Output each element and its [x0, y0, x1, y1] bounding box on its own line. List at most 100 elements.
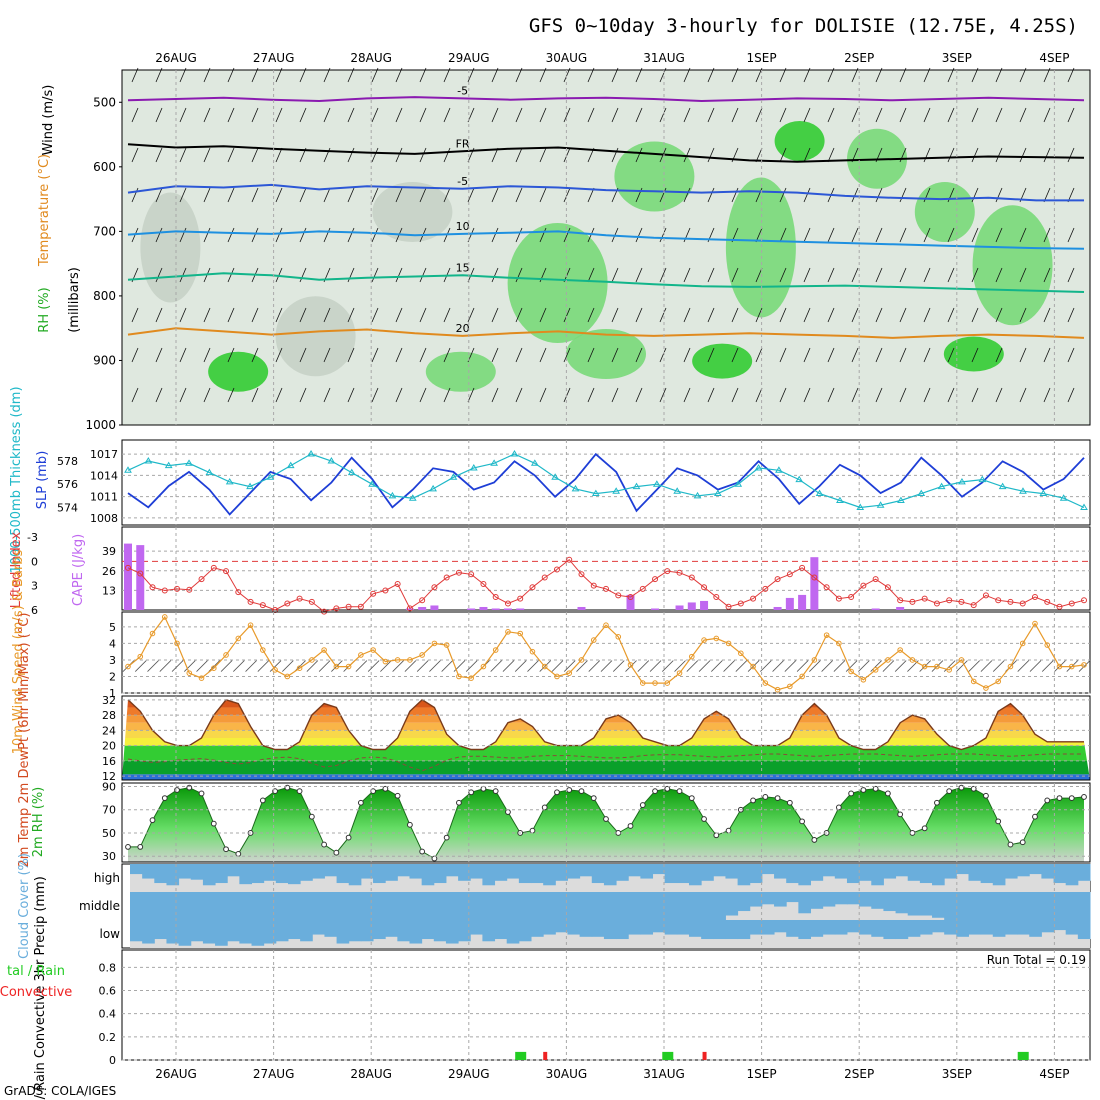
- wind-barb: [635, 147, 643, 163]
- cloud-bar: [591, 920, 605, 937]
- wind-barb: [203, 187, 211, 203]
- cape-bar: [467, 608, 476, 610]
- cape-bar: [479, 606, 488, 610]
- li-point: [382, 587, 389, 594]
- wind-barb: [899, 307, 907, 323]
- wind-barb: [755, 187, 763, 203]
- wind-barb: [611, 267, 619, 283]
- cloud-bar: [421, 864, 435, 886]
- cloud-bar: [616, 864, 629, 881]
- wind-barb: [251, 307, 259, 323]
- rh-point: [946, 788, 953, 795]
- li-point: [799, 564, 806, 571]
- wind-barb: [465, 660, 478, 672]
- cloud-bar: [992, 892, 1006, 920]
- wind-point: [223, 652, 229, 658]
- x-tick-label-bottom: 31AUG: [643, 1067, 685, 1081]
- rh-point: [848, 790, 855, 797]
- wind-barb: [971, 107, 979, 123]
- wind-barb: [947, 227, 955, 243]
- wind-barb: [251, 187, 259, 203]
- rh-point: [235, 850, 242, 857]
- thickness-tick: 574: [57, 502, 78, 515]
- wind-barb: [395, 307, 403, 323]
- wind-barb: [821, 660, 833, 672]
- cloud-bar: [810, 864, 824, 881]
- cloud-bar: [518, 892, 532, 920]
- wind-barb: [563, 107, 571, 123]
- wind-point: [713, 635, 720, 642]
- rh-point: [382, 785, 389, 792]
- temp-tick: 24: [102, 724, 116, 737]
- rh-point: [492, 788, 499, 795]
- cloud-bar: [348, 864, 362, 886]
- cloud-bar: [312, 920, 325, 935]
- li-point: [1019, 600, 1026, 607]
- thickness-point: [327, 456, 336, 464]
- wind-barb: [956, 660, 968, 672]
- wind-barb: [899, 347, 907, 363]
- wind-barb: [899, 267, 907, 283]
- wind-barb: [515, 307, 523, 323]
- chart-title: GFS 0~10day 3-hourly for DOLISIE (12.75E…: [529, 15, 1078, 37]
- cloud-bar: [142, 864, 155, 879]
- wind-barb: [711, 660, 723, 672]
- wind-barb: [995, 187, 1003, 203]
- thickness-point: [1059, 494, 1068, 501]
- cloud-bar: [956, 864, 969, 875]
- cloud-bar: [786, 892, 799, 903]
- rh-point: [186, 784, 193, 791]
- wind-barb: [515, 187, 523, 203]
- wind-barb: [612, 660, 625, 672]
- wind-barb: [659, 107, 667, 123]
- wind-barb: [419, 307, 427, 323]
- rh-shading: [692, 343, 753, 379]
- rh-point: [198, 790, 205, 797]
- cape-bar: [651, 608, 660, 610]
- cloud-bar: [555, 864, 568, 881]
- rh-shading: [507, 223, 608, 343]
- wind-point: [676, 670, 683, 676]
- cloud-bar: [883, 864, 897, 879]
- wind-barb: [731, 187, 739, 203]
- wind-barb: [899, 227, 907, 243]
- cloud-bar: [628, 920, 641, 935]
- wind-barb: [227, 227, 235, 243]
- rh-shading: [943, 336, 1004, 372]
- rh-point: [970, 785, 977, 792]
- cloud-layer-label: low: [100, 927, 121, 941]
- wind-point: [247, 622, 254, 629]
- wind-barb: [683, 387, 691, 403]
- wind-point: [492, 647, 499, 653]
- cape-frame: [121, 526, 1091, 611]
- rh-shading: [275, 296, 356, 377]
- wind-barb: [203, 227, 211, 243]
- rh-frame: [121, 782, 1091, 863]
- thickness-point: [713, 489, 722, 497]
- cloud-bar: [506, 864, 520, 879]
- wind-barb: [803, 227, 811, 243]
- rh-shading: [566, 329, 646, 379]
- wind-point: [1068, 663, 1075, 670]
- wind-barb: [683, 227, 691, 243]
- wind-barb: [227, 307, 235, 323]
- thickness-point: [510, 450, 519, 457]
- wind-barb: [931, 660, 944, 672]
- wind-barb: [588, 660, 601, 672]
- cloud-bar: [142, 892, 155, 920]
- cloud-bar: [676, 892, 690, 920]
- wind-point: [578, 657, 585, 663]
- wind-barb: [347, 227, 355, 243]
- cloud-bar: [640, 892, 654, 920]
- cloud-bar: [895, 920, 909, 940]
- wind-point: [652, 680, 658, 686]
- wind-barb: [227, 107, 235, 123]
- wind-barb: [1043, 387, 1051, 403]
- wind-barb: [395, 347, 403, 363]
- rh-shading: [972, 205, 1053, 326]
- wind-barb: [1019, 147, 1027, 163]
- thickness-point: [673, 487, 682, 494]
- wind-barb: [1029, 660, 1042, 672]
- cloud-bar: [482, 920, 496, 942]
- wind-barb: [923, 307, 931, 323]
